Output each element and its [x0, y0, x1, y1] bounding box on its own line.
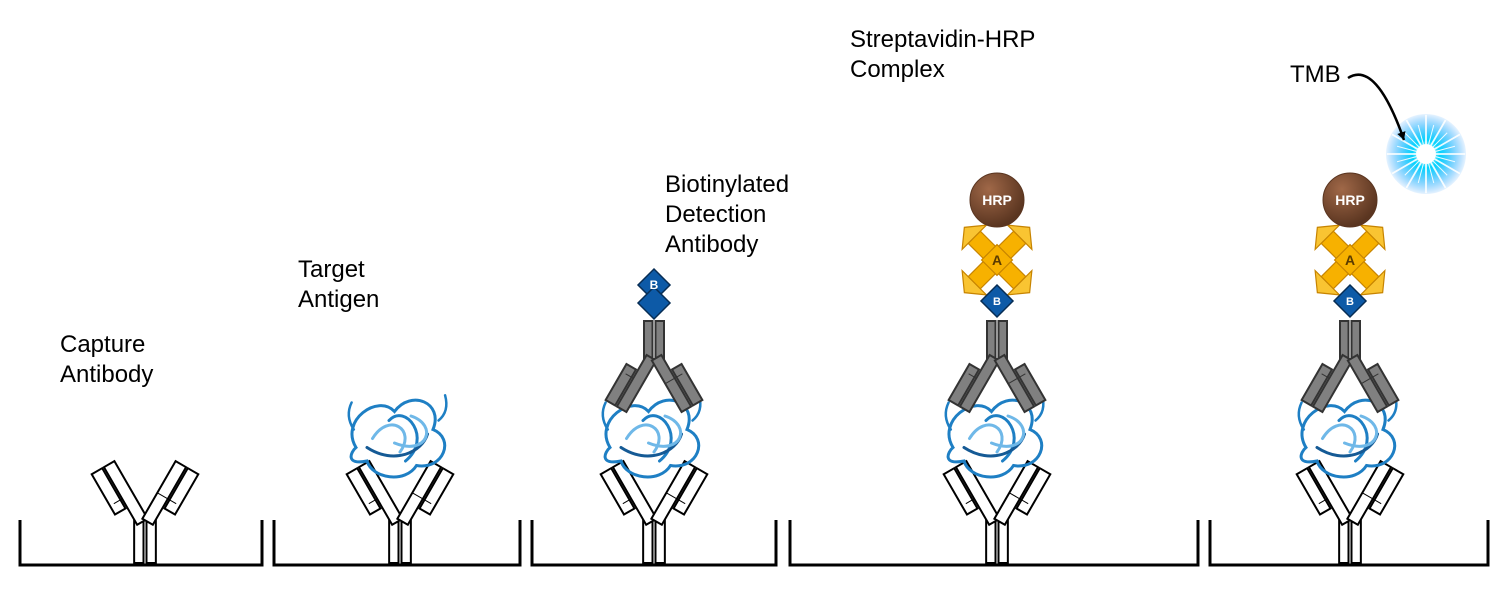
- svg-text:B: B: [993, 296, 1001, 308]
- svg-text:HRP: HRP: [982, 192, 1012, 208]
- svg-text:B: B: [1346, 296, 1354, 308]
- svg-text:A: A: [1345, 252, 1355, 268]
- label-tmb: TMB: [1290, 60, 1341, 90]
- svg-text:A: A: [992, 252, 1002, 268]
- diagram-svg: B A B HRP A B HRP: [0, 0, 1500, 600]
- diagram-canvas: B A B HRP A B HRP Capture Antibody Target Anti…: [0, 0, 1500, 600]
- label-capture-antibody: Capture Antibody: [60, 330, 153, 390]
- label-streptavidin-hrp: Streptavidin-HRP Complex: [850, 25, 1035, 85]
- svg-text:B: B: [650, 278, 659, 292]
- label-detection-antibody: Biotinylated Detection Antibody: [665, 170, 789, 260]
- label-target-antigen: Target Antigen: [298, 255, 379, 315]
- svg-text:HRP: HRP: [1335, 192, 1365, 208]
